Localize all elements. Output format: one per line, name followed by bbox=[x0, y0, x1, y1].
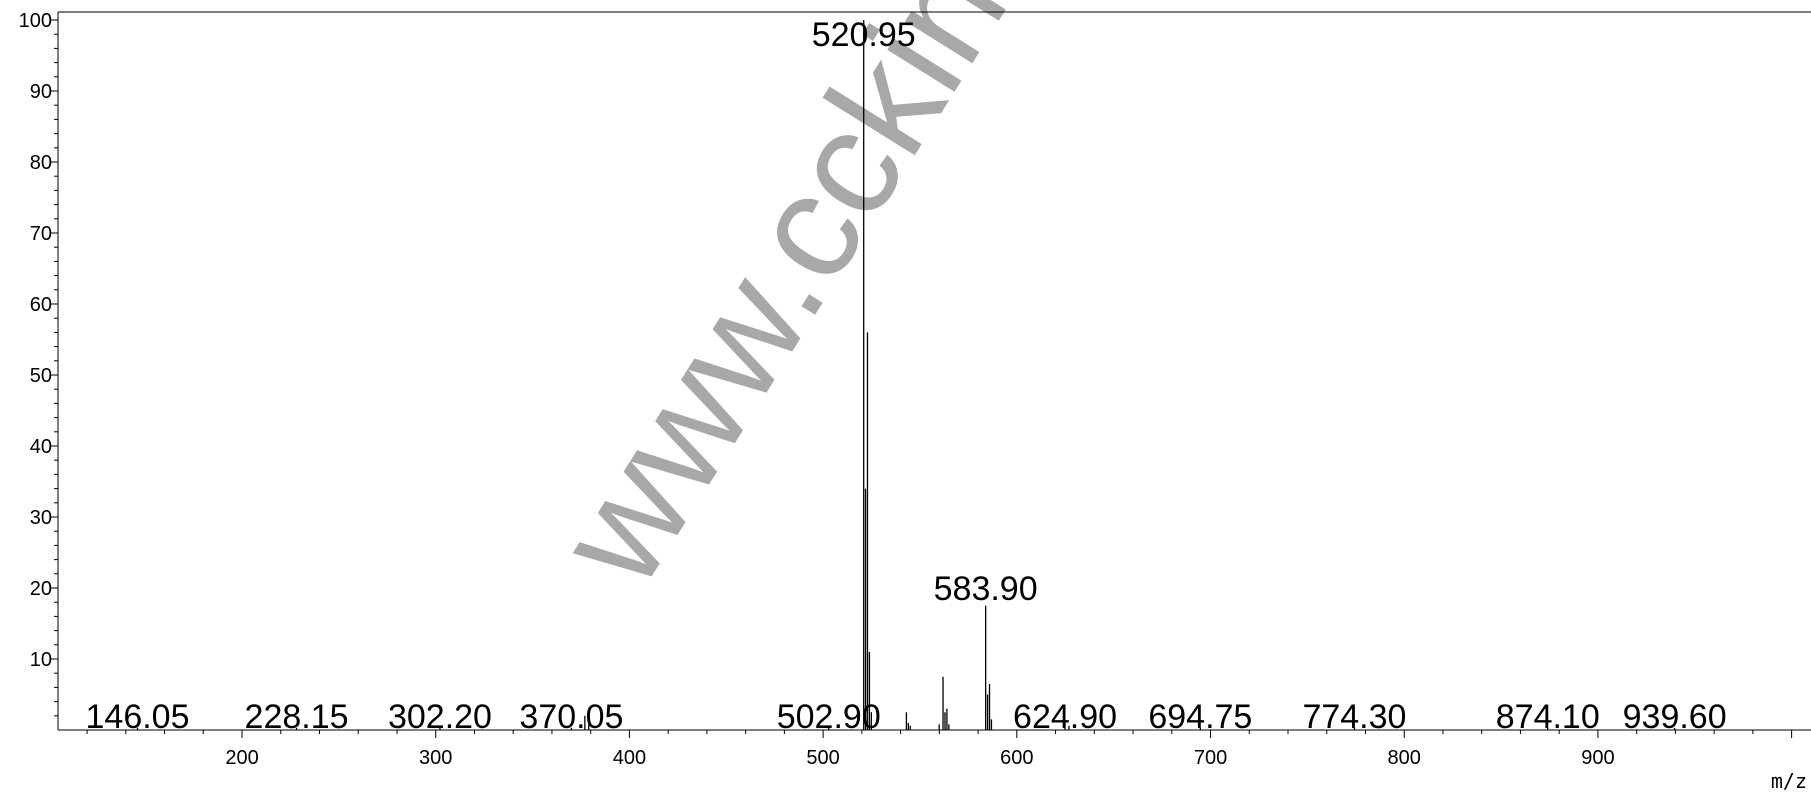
x-tick-label: 500 bbox=[806, 747, 839, 769]
peak-label: 583.90 bbox=[934, 570, 1038, 608]
peak-label: 370.05 bbox=[519, 698, 623, 736]
peak-label: 146.05 bbox=[86, 698, 190, 736]
y-tick-label: 50 bbox=[30, 365, 52, 387]
x-axis-label: m/z bbox=[1771, 769, 1807, 793]
peak-label: 694.75 bbox=[1148, 698, 1252, 736]
watermark: www.cckinase.c bbox=[524, 0, 1228, 613]
y-tick-label: 100 bbox=[19, 10, 52, 32]
y-tick-label: 80 bbox=[30, 152, 52, 174]
peak-label: 774.30 bbox=[1302, 698, 1406, 736]
peak-label: 502.90 bbox=[777, 698, 881, 736]
x-tick-label: 600 bbox=[1000, 747, 1033, 769]
peak-label: 624.90 bbox=[1013, 698, 1117, 736]
plot-area: 10 20 30 40 50 60 70 80 90 100 200 300 400 500 600 700 8… bbox=[19, 10, 1811, 793]
y-tick-label: 10 bbox=[30, 649, 52, 671]
peak-label: 228.15 bbox=[245, 698, 349, 736]
peak-label: 520.95 bbox=[812, 16, 916, 54]
y-tick-label: 90 bbox=[30, 81, 52, 103]
y-tick-label: 20 bbox=[30, 578, 52, 600]
x-tick-label: 200 bbox=[225, 747, 258, 769]
x-tick-label: 300 bbox=[419, 747, 452, 769]
x-tick-label: 900 bbox=[1581, 747, 1614, 769]
peak-label: 939.60 bbox=[1623, 698, 1727, 736]
x-tick-label: 400 bbox=[613, 747, 646, 769]
peak-label: 302.20 bbox=[388, 698, 492, 736]
y-tick-label: 30 bbox=[30, 507, 52, 529]
x-tick-label: 800 bbox=[1388, 747, 1421, 769]
y-tick-label: 60 bbox=[30, 294, 52, 316]
peak-label: 874.10 bbox=[1496, 698, 1600, 736]
y-tick-label: 70 bbox=[30, 223, 52, 245]
y-tick-label: 40 bbox=[30, 436, 52, 458]
x-tick-label: 700 bbox=[1194, 747, 1227, 769]
